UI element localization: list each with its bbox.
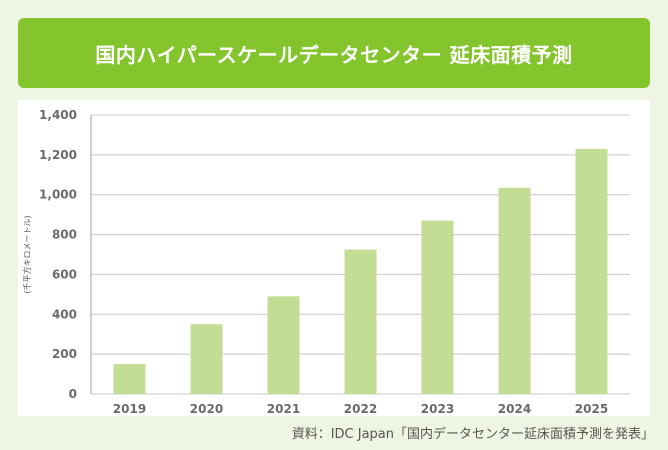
x-tick-label: 2019 xyxy=(113,402,146,416)
x-tick-label: 2025 xyxy=(575,402,608,416)
bar-2021 xyxy=(267,296,300,394)
y-tick-label: 800 xyxy=(52,228,77,242)
y-tick-label: 400 xyxy=(52,307,77,321)
y-tick-label: 1,000 xyxy=(39,188,77,202)
y-tick-label: 600 xyxy=(52,267,77,281)
x-tick-label: 2022 xyxy=(344,402,377,416)
y-tick-label: 0 xyxy=(69,387,77,401)
y-tick-label: 200 xyxy=(52,347,77,361)
title-banner: 国内ハイパースケールデータセンター 延床面積予測 xyxy=(18,18,650,88)
y-tick-label: 1,400 xyxy=(39,108,77,122)
bar-2022 xyxy=(344,249,377,394)
source-note: 資料：IDC Japan「国内データセンター延床面積予測を発表」 xyxy=(291,427,654,442)
y-axis-label: (千平方キロメートル) xyxy=(22,215,32,293)
x-tick-label: 2024 xyxy=(498,402,531,416)
x-tick-label: 2023 xyxy=(421,402,454,416)
bar-chart: 0 200 400 600 800 1,000 1,200 1,400 2019 2020 2021… xyxy=(22,108,630,416)
bar-2020 xyxy=(190,324,223,394)
bar-2019 xyxy=(113,364,146,394)
x-tick-label: 2021 xyxy=(267,402,300,416)
x-tick-label: 2020 xyxy=(190,402,223,416)
bar-2024 xyxy=(498,187,531,394)
chart-title: 国内ハイパースケールデータセンター 延床面積予測 xyxy=(95,42,573,67)
y-tick-label: 1,200 xyxy=(39,148,77,162)
bar-2023 xyxy=(421,220,454,394)
chart-panel: 0 200 400 600 800 1,000 1,200 1,400 2019 2020 2021… xyxy=(18,100,650,416)
bar-2025 xyxy=(575,148,608,394)
